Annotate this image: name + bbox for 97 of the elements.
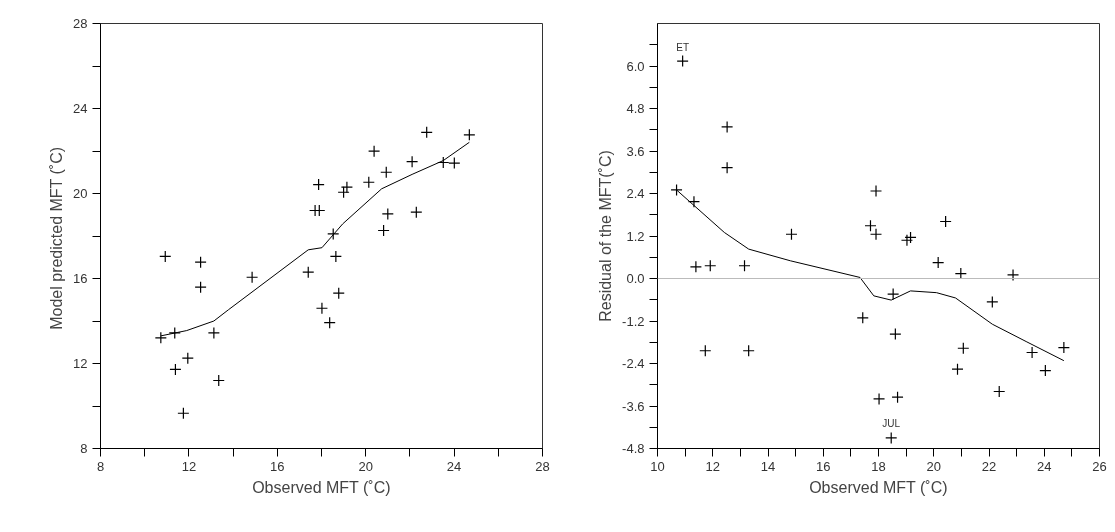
x-tick-label: 12 (705, 458, 720, 474)
point (1057, 341, 1070, 354)
x-tick-label: 28 (535, 458, 550, 474)
y-tick-label: -2.4 (622, 356, 645, 371)
point (721, 161, 734, 174)
point (885, 431, 898, 444)
point (904, 231, 917, 244)
y-tick-label: 3.6 (626, 143, 645, 159)
point (864, 219, 877, 232)
point (785, 228, 798, 241)
point (1039, 364, 1052, 377)
point (327, 227, 340, 240)
point (437, 156, 450, 169)
point (168, 326, 181, 339)
x-tick-label: 16 (816, 458, 831, 474)
point (869, 184, 883, 198)
point (993, 385, 1006, 398)
point (368, 145, 381, 158)
point (323, 316, 336, 329)
x-tick-label: 18 (871, 458, 886, 474)
point (332, 287, 345, 300)
point (181, 352, 194, 365)
point (872, 392, 886, 406)
point (957, 342, 970, 355)
point (932, 256, 945, 269)
point (154, 331, 167, 344)
point (315, 302, 329, 315)
point (406, 155, 419, 168)
y-tick-label: 6.0 (626, 58, 645, 74)
annotation: JUL (882, 418, 901, 430)
point (856, 311, 869, 324)
x-tick-label: 10 (650, 458, 665, 474)
y-tick-label: 1.2 (626, 228, 645, 244)
point (212, 374, 225, 387)
point (1026, 346, 1039, 359)
point (246, 271, 259, 284)
point (380, 166, 393, 179)
x-tick-label: 16 (270, 458, 285, 474)
x-axis-title: Observed MFT (˚C) (809, 478, 948, 496)
point (689, 260, 702, 273)
point (1006, 268, 1020, 282)
y-tick-label: 2.4 (626, 186, 645, 201)
x-axis-title: Observed MFT (˚C) (252, 478, 391, 496)
y-tick-label: -3.6 (622, 398, 645, 414)
x-tick-label: 24 (446, 458, 462, 474)
point (939, 215, 952, 228)
point (420, 126, 433, 139)
point (721, 120, 734, 134)
x-tick-label: 14 (760, 458, 776, 474)
point (169, 363, 182, 376)
y-tick-label: 8 (80, 441, 88, 456)
y-tick-label: 16 (73, 271, 88, 286)
point (194, 281, 207, 294)
point (869, 228, 883, 241)
point (951, 363, 964, 376)
point (986, 295, 999, 308)
y-axis-title: Model predicted MFT (˚C) (48, 146, 66, 330)
point (742, 344, 755, 357)
point (312, 178, 325, 191)
point (177, 407, 190, 420)
x-tick-label: 8 (96, 458, 105, 474)
y-tick-label: 20 (73, 186, 88, 201)
point (738, 259, 751, 272)
point (329, 250, 342, 263)
x-tick-label: 20 (926, 458, 941, 474)
x-tick-label: 26 (1092, 458, 1107, 474)
point (687, 195, 701, 208)
point (448, 157, 461, 170)
point (699, 344, 712, 357)
y-tick-label: -1.2 (622, 313, 645, 329)
point (891, 391, 904, 404)
point (900, 234, 914, 247)
y-tick-label: 4.8 (626, 101, 645, 116)
point (362, 176, 375, 189)
point (410, 206, 423, 219)
x-tick-label: 24 (1037, 458, 1052, 474)
x-tick-label: 12 (181, 458, 197, 474)
point (377, 224, 390, 237)
point (194, 256, 207, 269)
annotation: ET (676, 41, 690, 53)
point (207, 326, 220, 339)
x-tick-label: 20 (358, 458, 373, 474)
point (381, 207, 394, 220)
point (889, 328, 902, 341)
y-tick-label: 12 (73, 356, 88, 371)
point (302, 266, 315, 279)
y-tick-label: 24 (73, 101, 88, 116)
y-tick-label: 0.0 (626, 271, 645, 286)
point (704, 259, 717, 272)
y-axis-title: Residual of the MFT(˚C) (597, 150, 615, 322)
point (887, 287, 900, 301)
point (159, 250, 172, 263)
y-tick-label: 28 (73, 16, 88, 31)
point (670, 183, 683, 197)
y-tick-label: -4.8 (622, 441, 645, 456)
x-tick-label: 22 (981, 458, 997, 474)
point (676, 54, 689, 68)
